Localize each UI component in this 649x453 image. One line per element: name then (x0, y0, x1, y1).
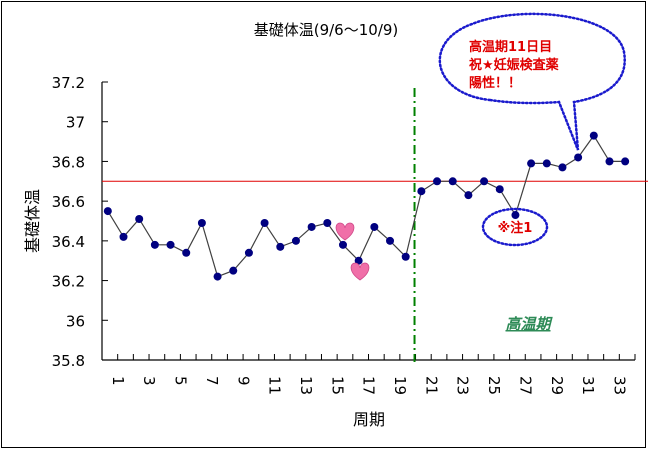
x-tick-label: 9 (234, 376, 252, 386)
data-point (291, 236, 300, 245)
data-point (542, 159, 551, 168)
data-point (386, 236, 395, 245)
data-point (244, 248, 253, 257)
x-tick-label: 31 (579, 376, 597, 395)
data-point (103, 207, 112, 216)
data-point (307, 222, 316, 231)
heart-icon (335, 222, 355, 241)
x-tick-label: 33 (610, 376, 628, 395)
data-point (574, 153, 583, 162)
data-point (323, 218, 332, 227)
data-point (276, 242, 285, 251)
high-temp-phase-label: 高温期 (505, 315, 553, 333)
data-point (605, 157, 614, 166)
chart-title: 基礎体温(9/6〜10/9) (254, 21, 399, 39)
y-tick-label: 37 (66, 114, 85, 132)
bubble-line-2: 祝★妊娠検査薬 (469, 57, 560, 73)
data-point (182, 248, 191, 257)
data-point (229, 266, 238, 275)
data-point (135, 215, 144, 224)
data-point (558, 163, 567, 172)
data-point (166, 240, 175, 249)
heart-icon (350, 262, 370, 281)
data-point (621, 157, 630, 166)
hearts-group (335, 222, 370, 281)
series-line (107, 134, 626, 278)
speech-bubble-annotation: 高温期11日目 祝★妊娠検査薬 陽性！！ (438, 12, 626, 151)
y-axis-title: 基礎体温 (23, 189, 42, 253)
x-tick-label: 23 (454, 376, 472, 395)
bubble-line-3: 陽性！！ (469, 75, 521, 91)
data-point (495, 185, 504, 194)
data-point (338, 240, 347, 249)
x-tick-label: 27 (516, 376, 534, 395)
x-tick-label: 13 (297, 376, 315, 395)
x-axis-title: 周期 (353, 410, 385, 429)
data-point (464, 191, 473, 200)
data-point (354, 256, 363, 265)
data-point (401, 252, 410, 261)
y-tick-label: 35.8 (52, 352, 85, 370)
y-tick-label: 37.2 (52, 74, 85, 92)
data-point (511, 211, 520, 220)
data-point (119, 232, 128, 241)
data-point (150, 240, 159, 249)
data-point (527, 159, 536, 168)
data-point (417, 187, 426, 196)
data-point (260, 218, 269, 227)
data-point (213, 272, 222, 281)
y-tick-label: 36.4 (52, 233, 85, 251)
x-tick-label: 29 (548, 376, 566, 395)
x-tick-label: 25 (485, 376, 503, 395)
x-tick-label: 5 (172, 376, 190, 386)
y-tick-label: 36.6 (52, 193, 85, 211)
temperature-series (103, 131, 630, 281)
x-tick-label: 11 (266, 376, 284, 395)
note-oval-shape (481, 207, 549, 247)
speech-bubble-shape (438, 12, 626, 151)
note-oval-annotation: ※注1 (481, 207, 549, 247)
x-axis: 1 3 5 7 9 11 13 15 17 19 21 23 25 27 29 31 33 (101, 354, 636, 395)
x-tick-label: 17 (360, 376, 378, 395)
data-point (480, 177, 489, 186)
y-tick-label: 36.8 (52, 153, 85, 171)
y-tick-label: 36.2 (52, 273, 85, 291)
y-tick-label: 36 (66, 312, 85, 330)
bubble-line-1: 高温期11日目 (469, 39, 552, 55)
x-tick-label: 1 (109, 376, 127, 386)
data-point (370, 222, 379, 231)
x-tick-label: 3 (140, 376, 158, 386)
data-point (589, 131, 598, 140)
x-tick-label: 15 (328, 376, 346, 395)
x-tick-label: 7 (203, 376, 221, 386)
data-point (448, 177, 457, 186)
data-point (433, 177, 442, 186)
data-point (197, 218, 206, 227)
note-text: ※注1 (498, 220, 533, 236)
x-tick-label: 19 (391, 376, 409, 395)
x-tick-label: 21 (422, 376, 440, 395)
y-axis: 35.8 36 36.2 36.4 36.6 36.8 37 37.2 (52, 74, 108, 370)
